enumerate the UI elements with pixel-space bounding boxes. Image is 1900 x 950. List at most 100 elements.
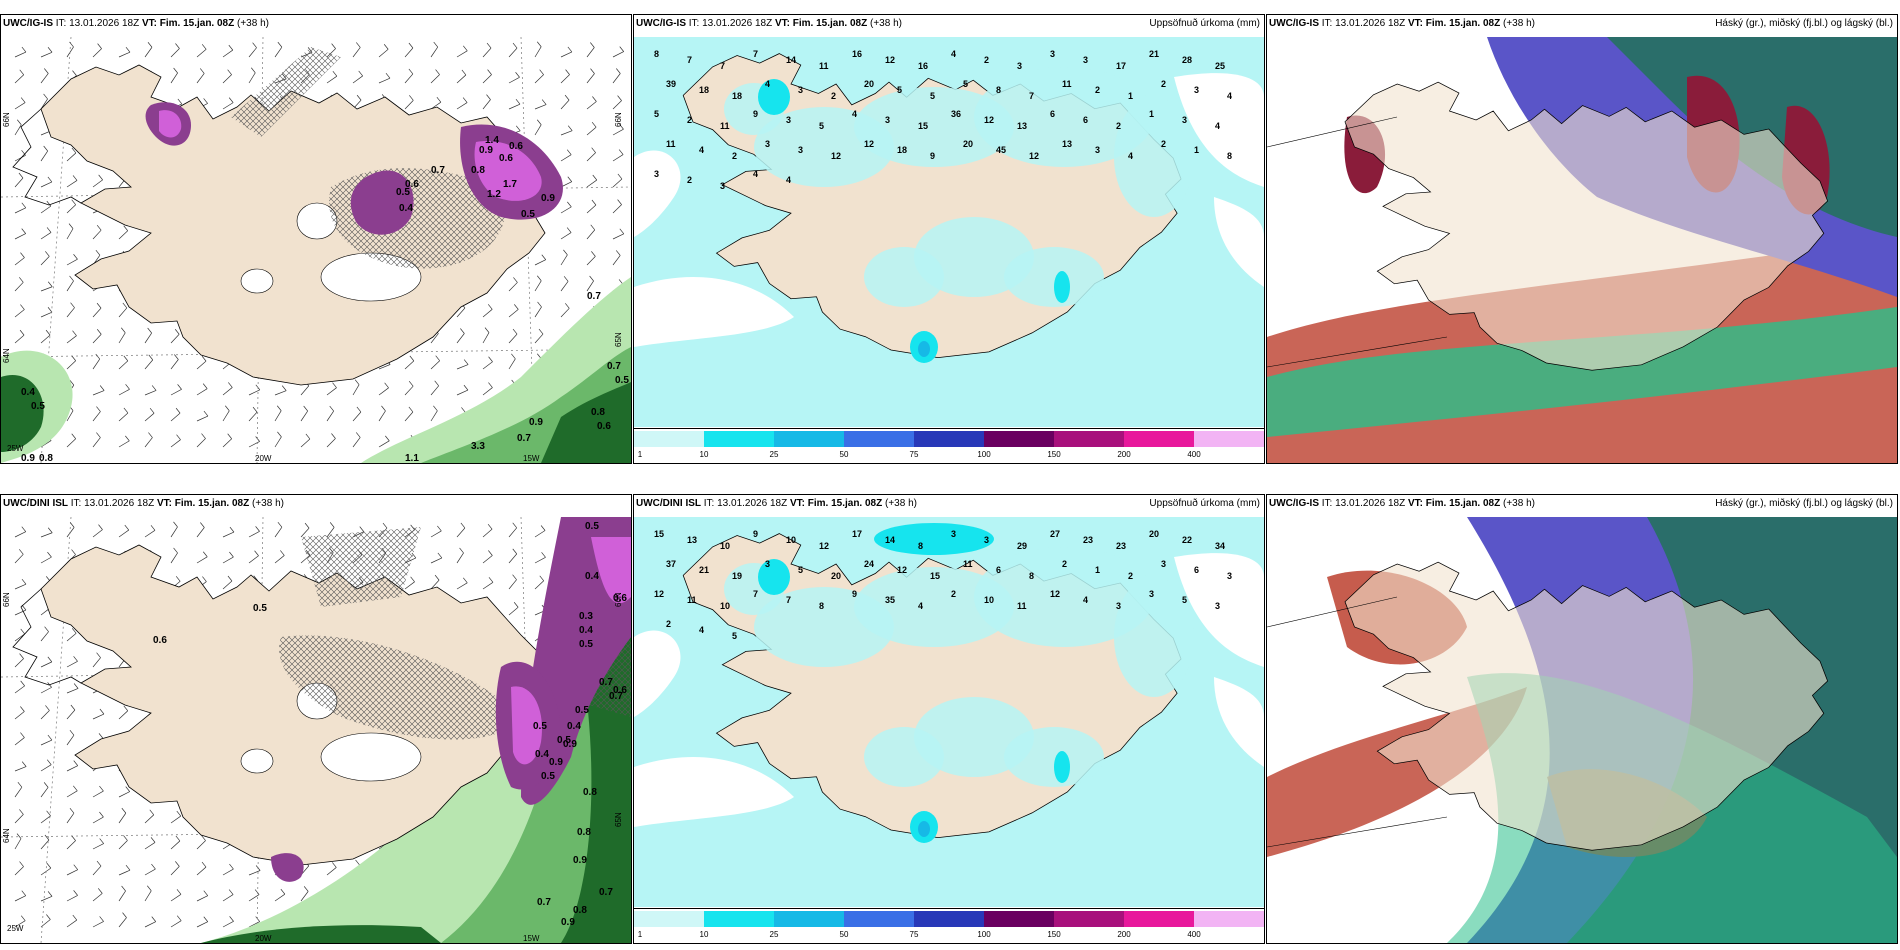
colorbar-cell bbox=[914, 431, 985, 447]
vt-value: Fim. 15.jan. 08Z bbox=[174, 498, 250, 509]
precip-value: 2 bbox=[1095, 85, 1100, 95]
precip-value: 2 bbox=[687, 115, 692, 125]
colorbar-tick: 400 bbox=[1187, 930, 1201, 939]
precip-value: 12 bbox=[897, 565, 907, 575]
precip-value: 0.7 bbox=[517, 433, 531, 444]
precip-value: 6 bbox=[1194, 565, 1199, 575]
precip-value: 0.7 bbox=[537, 897, 551, 908]
model-name: UWC/DINI ISL bbox=[3, 498, 68, 509]
colorbar-tick: 25 bbox=[769, 450, 779, 459]
colorbar-cell bbox=[1054, 911, 1125, 927]
precip-value: 0.7 bbox=[431, 165, 445, 176]
colorbar-cell bbox=[844, 431, 915, 447]
it-value: 13.01.2026 18Z bbox=[702, 18, 773, 29]
precip-value: 27 bbox=[1050, 529, 1060, 539]
iceland-landmass bbox=[1344, 81, 1829, 371]
precip-value-labels: 1513109101217148332927232320223437211935… bbox=[654, 529, 1232, 641]
precip-value: 9 bbox=[852, 589, 857, 599]
colorbar-cell bbox=[704, 431, 775, 447]
colorbar-tick: 50 bbox=[839, 450, 849, 459]
precip-value: 12 bbox=[984, 115, 994, 125]
lat-label: 66N bbox=[614, 592, 623, 607]
colorbar-cell bbox=[1194, 431, 1264, 447]
lat-label: 66N bbox=[614, 112, 623, 127]
colorbar-tick: 10 bbox=[699, 450, 709, 459]
panel-row2-precip-type: UWC/DINI ISL IT: 13.01.2026 18Z VT: Fim.… bbox=[0, 494, 632, 944]
colorbar-cell bbox=[634, 911, 705, 927]
precip-value: 3 bbox=[1116, 601, 1121, 611]
precip-value: 0.4 bbox=[585, 571, 599, 582]
precip-value: 5 bbox=[819, 121, 824, 131]
precip-value: 0.8 bbox=[583, 787, 597, 798]
precip-value: 3 bbox=[1149, 589, 1154, 599]
colorbar-tick: 100 bbox=[977, 930, 991, 939]
vt-value: Fim. 15.jan. 08Z bbox=[1425, 498, 1501, 509]
precip-value: 0.9 bbox=[563, 739, 577, 750]
precip-value: 0.8 bbox=[591, 407, 605, 418]
lat-label: 64N bbox=[2, 348, 11, 363]
precip-value: 3 bbox=[798, 85, 803, 95]
map-precip-type: 0.40.50.60.7 0.80.91.21.70.60.50.90.70.70… bbox=[1, 37, 631, 463]
colorbar-cell bbox=[1054, 431, 1125, 447]
lon-label: 25W bbox=[7, 924, 24, 933]
precip-value: 18 bbox=[897, 145, 907, 155]
precip-value: 22 bbox=[1182, 535, 1192, 545]
colorbar-cell bbox=[774, 911, 845, 927]
precip-value: 39 bbox=[666, 79, 676, 89]
precip-value: 0.4 bbox=[535, 749, 549, 760]
precip-value: 1 bbox=[1149, 109, 1154, 119]
precip-value: 21 bbox=[699, 565, 709, 575]
precip-value: 12 bbox=[1029, 151, 1039, 161]
map-clouds bbox=[1267, 517, 1897, 943]
precip-value: 16 bbox=[852, 49, 862, 59]
precip-value: 8 bbox=[819, 601, 824, 611]
it-label: IT: bbox=[55, 18, 67, 29]
precip-value: 35 bbox=[885, 595, 895, 605]
precip-value: 19 bbox=[732, 571, 742, 581]
precip-value: 1.4 bbox=[485, 135, 499, 146]
vt-label: VT: bbox=[789, 498, 805, 509]
glacier bbox=[240, 748, 274, 774]
precip-value: 11 bbox=[1062, 79, 1072, 89]
colorbar-cell bbox=[1194, 911, 1264, 927]
precip-value: 4 bbox=[765, 79, 770, 89]
precip-value: 12 bbox=[1050, 589, 1060, 599]
it-label: IT: bbox=[688, 18, 700, 29]
colorbar-tick: 100 bbox=[977, 450, 991, 459]
precip-value: 0.7 bbox=[609, 691, 623, 702]
model-name: UWC/IG-IS bbox=[636, 18, 686, 29]
vt-label: VT: bbox=[156, 498, 172, 509]
precip-value: 0.7 bbox=[599, 887, 613, 898]
precip-value: 4 bbox=[852, 109, 857, 119]
precip-value: 2 bbox=[1062, 559, 1067, 569]
precip-value: 11 bbox=[963, 559, 973, 569]
vt-value: Fim. 15.jan. 08Z bbox=[1425, 18, 1501, 29]
precip-value: 3 bbox=[1083, 55, 1088, 65]
it-value: 13.01.2026 18Z bbox=[1335, 498, 1406, 509]
precip-value: 3 bbox=[786, 115, 791, 125]
panel-row2-accum-precip: UWC/DINI ISL IT: 13.01.2026 18Z VT: Fim.… bbox=[633, 494, 1265, 944]
land-precip-patches bbox=[724, 523, 1194, 843]
precip-value: 4 bbox=[1128, 151, 1133, 161]
precip-value: 37 bbox=[666, 559, 676, 569]
precip-value: 12 bbox=[819, 541, 829, 551]
precip-value: 12 bbox=[864, 139, 874, 149]
precip-value: 0.5 bbox=[615, 375, 629, 386]
precip-value: 3 bbox=[1194, 85, 1199, 95]
precip-value: 5 bbox=[1182, 595, 1187, 605]
precip-value: 2 bbox=[1161, 79, 1166, 89]
colorbar-cell bbox=[984, 431, 1055, 447]
precip-value: 2 bbox=[1161, 139, 1166, 149]
precip-value: 3 bbox=[765, 559, 770, 569]
precip-value: 2 bbox=[831, 91, 836, 101]
precip-value: 0.7 bbox=[607, 361, 621, 372]
colorbar-cell bbox=[914, 911, 985, 927]
precip-value: 8 bbox=[654, 49, 659, 59]
lon-label: 15W bbox=[523, 454, 540, 463]
precip-value: 0.6 bbox=[153, 635, 167, 646]
precip-value: 4 bbox=[951, 49, 956, 59]
precip-value: 4 bbox=[1083, 595, 1088, 605]
panel-row1-precip-type: UWC/IG-IS IT: 13.01.2026 18Z VT: Fim. 15… bbox=[0, 14, 632, 464]
precip-value-labels: 8777141116121642333172128253918184322055… bbox=[654, 49, 1232, 191]
vt-label: VT: bbox=[774, 18, 790, 29]
